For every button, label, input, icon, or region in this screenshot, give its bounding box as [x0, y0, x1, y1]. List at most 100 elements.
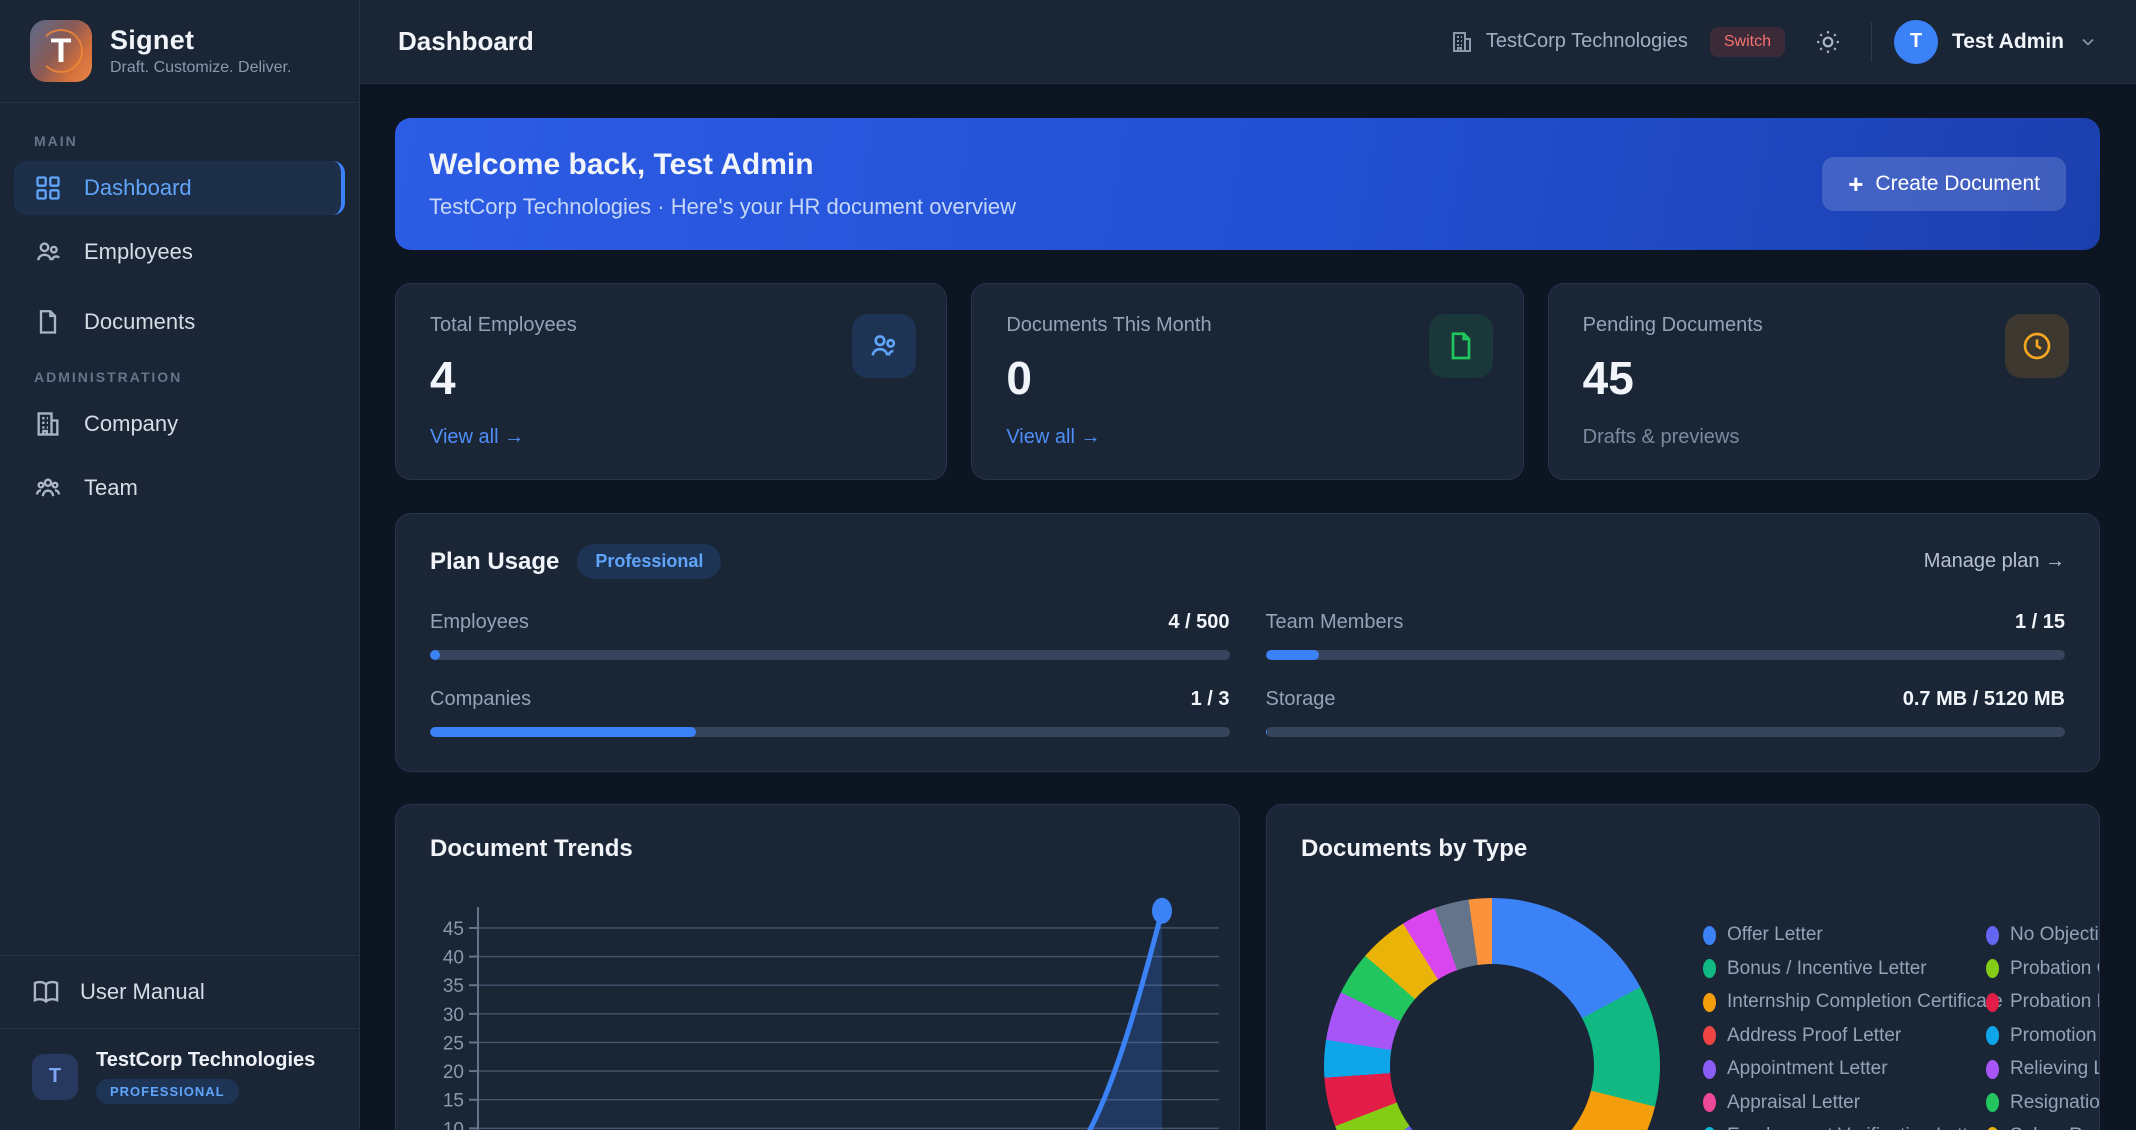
stat-value: 45	[1583, 351, 2065, 405]
legend-item: Promotion Letter	[1986, 1024, 2100, 1048]
documents-icon	[34, 308, 62, 336]
sidebar-footer: User Manual T TestCorp Technologies PROF…	[0, 955, 359, 1130]
y-tick-label: 30	[443, 1005, 464, 1026]
stat-sublabel: Drafts & previews	[1583, 426, 2065, 449]
sidebar-item-employees[interactable]: Employees	[14, 225, 345, 279]
plan-metrics-grid: Employees 4 / 500 Team Members1 / 15 Comp…	[430, 611, 2065, 737]
legend-item: Probation Confirmation	[1986, 957, 2100, 981]
legend-dot	[1703, 993, 1716, 1012]
legend-label: Salary Revision Letter	[2010, 1125, 2100, 1130]
legend-label: Internship Completion Certificate	[1727, 991, 2003, 1013]
view-all-employees-link[interactable]: View all →	[430, 426, 912, 449]
legend-dot	[1703, 959, 1716, 978]
metric-value: 1 / 3	[1191, 688, 1230, 711]
metric-value: 0.7 MB / 5120 MB	[1903, 688, 2065, 711]
data-point	[1152, 898, 1172, 924]
company-avatar: T	[32, 1054, 78, 1100]
metric-label: Storage	[1266, 688, 1336, 711]
user-name: Test Admin	[1952, 30, 2064, 54]
donut-legend: Offer Letter Bonus / Incentive Letter Inte…	[1703, 923, 2100, 1130]
create-document-button[interactable]: + Create Document	[1822, 157, 2066, 211]
legend-dot	[1703, 1060, 1716, 1079]
nav-section-main: MAIN	[14, 123, 345, 161]
legend-item: Resignation Acceptance	[1986, 1091, 2100, 1115]
progress-fill	[1266, 650, 1320, 660]
legend-label: Relieving Letter	[2010, 1058, 2100, 1080]
legend-dot	[1986, 926, 1999, 945]
sidebar-company-card[interactable]: T TestCorp Technologies PROFESSIONAL	[0, 1028, 359, 1130]
stat-value: 0	[1006, 351, 1488, 405]
metric-label: Companies	[430, 688, 531, 711]
user-menu[interactable]: T Test Admin	[1894, 20, 2098, 64]
metric-label: Team Members	[1266, 611, 1404, 634]
metric-label: Employees	[430, 611, 529, 634]
users-icon	[852, 314, 916, 378]
y-tick-label: 35	[443, 976, 464, 997]
sidebar-item-dashboard[interactable]: Dashboard	[14, 161, 345, 215]
progress-fill	[430, 650, 440, 660]
user-manual-link[interactable]: User Manual	[0, 956, 359, 1028]
plan-metric-companies: Companies 1 / 3	[430, 688, 1230, 737]
app-logo: T	[30, 20, 92, 82]
app-tagline: Draft. Customize. Deliver.	[110, 59, 291, 77]
progress-track	[1266, 650, 2066, 660]
plan-metric-team-members: Team Members1 / 15	[1266, 611, 2066, 660]
stat-label: Pending Documents	[1583, 314, 2065, 337]
team-icon	[34, 474, 62, 502]
legend-label: Offer Letter	[1727, 924, 1823, 946]
main-area: Dashboard TestCorp Technologies Switch T…	[360, 0, 2136, 1130]
stat-card-documents-this-month: Documents This Month 0 View all →	[971, 283, 1523, 480]
legend-dot	[1703, 926, 1716, 945]
user-avatar: T	[1894, 20, 1938, 64]
legend-column: No Objection CertificateProbation Confir…	[1986, 923, 2100, 1130]
header-company-name: TestCorp Technologies	[1486, 30, 1688, 53]
stat-label: Total Employees	[430, 314, 912, 337]
manage-plan-link[interactable]: Manage plan →	[1924, 550, 2065, 573]
legend-label: Address Proof Letter	[1727, 1025, 1901, 1047]
sidebar-nav: MAIN Dashboard Employees Documents ADMIN…	[0, 103, 359, 955]
legend-item: Relieving Letter	[1986, 1057, 2100, 1081]
book-icon	[32, 978, 60, 1006]
plan-metric-storage: Storage 0.7 MB / 5120 MB	[1266, 688, 2066, 737]
legend-dot	[1703, 1093, 1716, 1112]
sidebar: T Signet Draft. Customize. Deliver. MAIN…	[0, 0, 360, 1130]
charts-row: Document Trends 51015202530354045 Docume…	[395, 804, 2100, 1130]
plan-usage-title: Plan Usage	[430, 548, 559, 576]
sidebar-item-team[interactable]: Team	[14, 461, 345, 515]
document-trends-title: Document Trends	[396, 805, 1239, 863]
plan-tier-badge: Professional	[577, 544, 721, 579]
sidebar-item-documents[interactable]: Documents	[14, 295, 345, 349]
legend-label: Appointment Letter	[1727, 1058, 1888, 1080]
legend-dot	[1986, 1060, 1999, 1079]
y-tick-label: 40	[443, 948, 464, 969]
stat-value: 4	[430, 351, 912, 405]
legend-dot	[1703, 1026, 1716, 1045]
legend-dot	[1986, 1093, 1999, 1112]
legend-label: Resignation Acceptance	[2010, 1092, 2100, 1114]
building-icon	[1450, 30, 1474, 54]
y-tick-label: 15	[443, 1091, 464, 1112]
header-company[interactable]: TestCorp Technologies	[1450, 30, 1688, 54]
sidebar-item-label: Company	[84, 411, 178, 437]
legend-dot	[1986, 1026, 1999, 1045]
sun-icon	[1815, 29, 1841, 55]
legend-label: Promotion Letter	[2010, 1025, 2100, 1047]
legend-label: Bonus / Incentive Letter	[1727, 958, 1927, 980]
sidebar-item-company[interactable]: Company	[14, 397, 345, 451]
stats-row: Total Employees 4 View all → Documents T…	[395, 283, 2100, 480]
legend-item: Bonus / Incentive Letter	[1703, 957, 1986, 981]
legend-item: Employment Verification Letter	[1703, 1124, 1986, 1130]
legend-label: Employment Verification Letter	[1727, 1125, 1985, 1130]
sidebar-item-label: Employees	[84, 239, 193, 265]
legend-item: Appointment Letter	[1703, 1057, 1986, 1081]
view-all-documents-link[interactable]: View all →	[1006, 426, 1488, 449]
switch-company-button[interactable]: Switch	[1710, 27, 1785, 57]
clock-icon	[2005, 314, 2069, 378]
metric-value: 4 / 500	[1168, 611, 1229, 634]
header-divider	[1871, 22, 1872, 62]
legend-item: Offer Letter	[1703, 923, 1986, 947]
y-tick-label: 45	[443, 919, 464, 940]
theme-toggle-button[interactable]	[1807, 21, 1849, 63]
welcome-banner: Welcome back, Test Admin TestCorp Techno…	[395, 118, 2100, 250]
legend-dot	[1986, 1127, 1999, 1130]
